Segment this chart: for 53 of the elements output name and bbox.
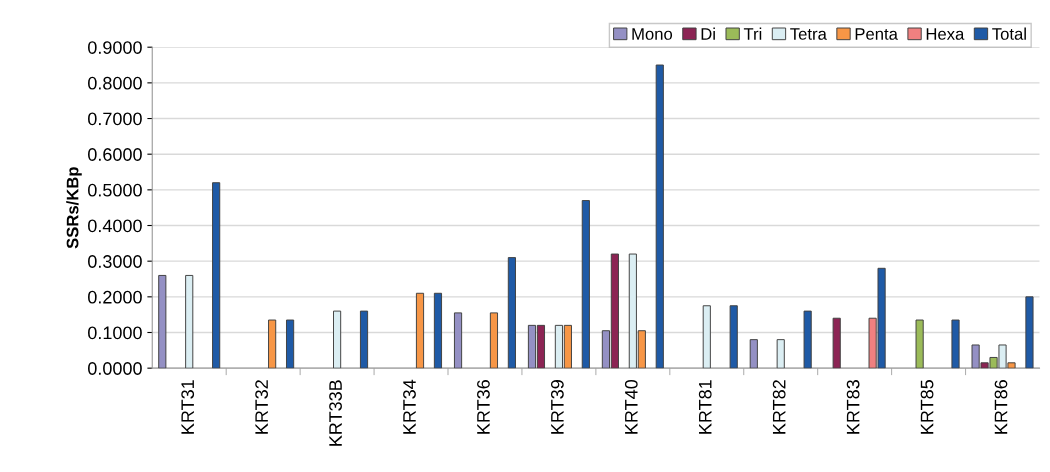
y-tick-label: 0.9000 (88, 41, 142, 54)
bar (729, 305, 738, 369)
x-tick-label: KRT40 (624, 379, 638, 434)
bar (268, 319, 277, 369)
bar (185, 274, 194, 369)
legend-label: Tetra (790, 28, 827, 40)
bar (453, 312, 463, 369)
bar (655, 64, 664, 369)
bar (433, 292, 443, 369)
legend-label: Penta (855, 28, 898, 40)
x-tick-label: KRT82 (772, 380, 786, 434)
bar (832, 317, 841, 369)
bar (776, 339, 785, 369)
bar (507, 257, 516, 369)
legend-label: Tri (743, 27, 762, 40)
x-tick-label: KRT81 (698, 380, 712, 434)
bar (415, 292, 425, 369)
y-tick-label: 0.4000 (88, 219, 142, 233)
bar (749, 339, 758, 369)
x-tick-label: KRT86 (994, 380, 1008, 434)
bar (581, 200, 590, 369)
y-tick-label: 0.0000 (88, 362, 142, 375)
legend-label: Total (992, 27, 1026, 40)
bar (803, 310, 812, 369)
y-tick-label: 0.8000 (88, 76, 142, 90)
x-tick-label: KRT83 (846, 380, 860, 434)
bar (489, 312, 499, 369)
x-tick-label: KRT31 (181, 380, 195, 434)
x-tick-label: KRT33B (329, 380, 342, 446)
bar (702, 305, 711, 369)
y-tick-label: 0.6000 (88, 148, 142, 161)
legend-label: Mono (632, 28, 673, 40)
y-tick-label: 0.2000 (88, 290, 142, 304)
legend-label: Hexa (926, 28, 965, 40)
y-tick-label: 0.3000 (88, 255, 142, 268)
bar (1025, 296, 1034, 369)
x-tick-label: KRT39 (550, 380, 564, 434)
bar (915, 319, 924, 369)
x-tick-label: KRT34 (403, 379, 416, 434)
bar (158, 274, 167, 369)
y-axis-title: SSRs/KBp (66, 167, 82, 249)
x-tick-label: KRT36 (477, 380, 490, 434)
x-tick-label: KRT32 (255, 380, 268, 434)
bar (333, 310, 342, 369)
bar (359, 310, 369, 369)
y-tick-label: 0.5000 (88, 183, 142, 197)
bar (286, 319, 295, 369)
y-tick-label: 0.7000 (88, 112, 142, 126)
y-tick-label: 0.1000 (88, 326, 142, 340)
x-tick-label: KRT85 (920, 380, 934, 434)
legend-label: Di (701, 27, 715, 40)
bar (212, 182, 221, 369)
bar (951, 319, 960, 369)
